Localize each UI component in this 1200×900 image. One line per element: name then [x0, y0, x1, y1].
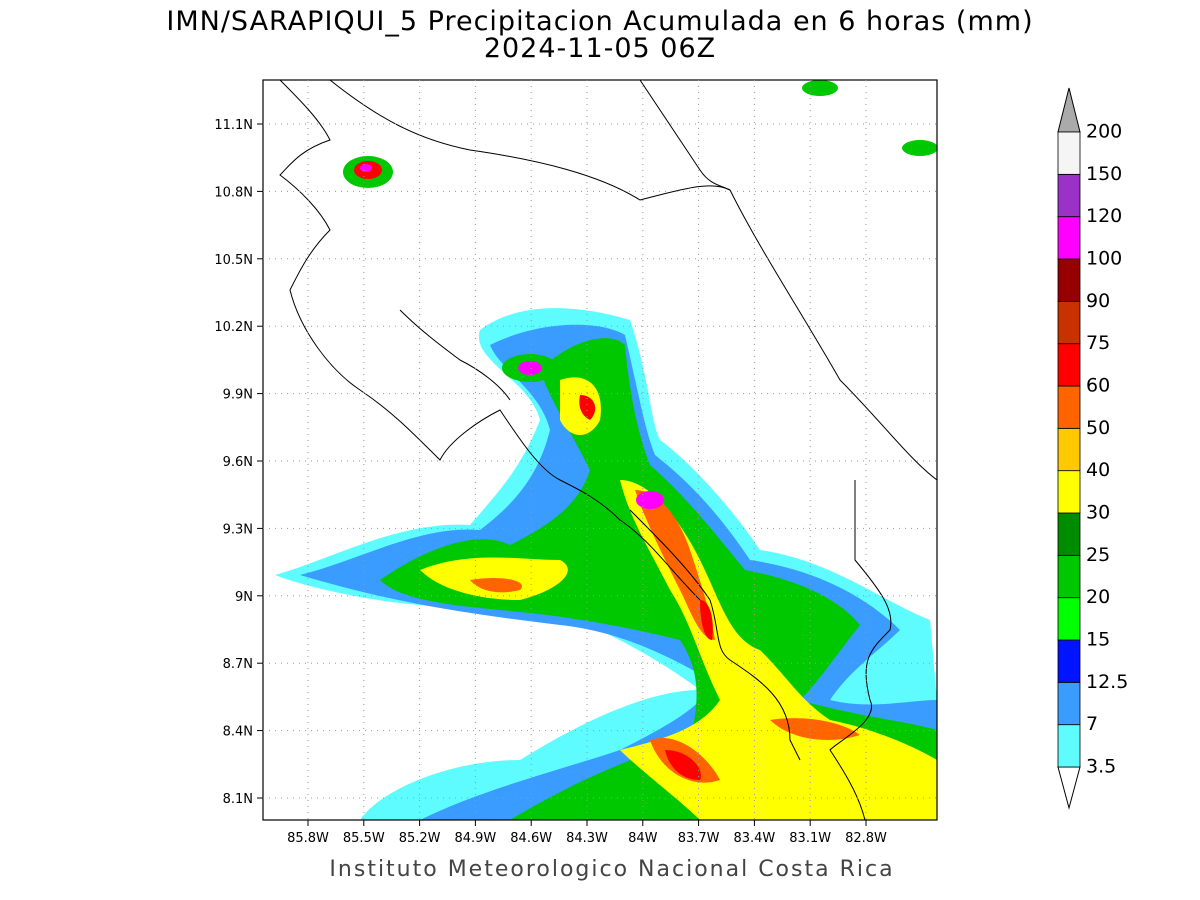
colorbar-box [1057, 512, 1081, 556]
colorbar-arrow [1057, 87, 1081, 133]
subtitle: 2024-11-05 06Z [484, 33, 716, 64]
colorbar-box [1057, 343, 1081, 387]
precip-area [518, 361, 542, 375]
lon-tick-label: 84.3W [566, 831, 608, 846]
precip-area [636, 491, 664, 509]
footer: Instituto Meteorologico Nacional Costa R… [329, 857, 894, 882]
coastline [399, 309, 511, 401]
lat-tick-label: 9N [235, 590, 253, 605]
colorbar-box [1057, 724, 1081, 768]
lon-tick-label: 84.9W [454, 831, 496, 846]
colorbar-label: 15 [1086, 629, 1110, 651]
colorbar-label: 40 [1086, 459, 1110, 481]
border [629, 480, 892, 820]
colorbar-label: 30 [1086, 502, 1110, 524]
coastline [329, 80, 937, 481]
lat-tick-label: 8.4N [223, 725, 253, 740]
coastline [639, 80, 731, 191]
colorbar-label: 7 [1086, 713, 1098, 735]
colorbar-label: 50 [1086, 417, 1110, 439]
lon-tick-label: 85.8W [287, 831, 329, 846]
colorbar-label: 120 [1086, 205, 1122, 227]
map-frame [262, 79, 938, 821]
colorbar-label: 12.5 [1086, 671, 1128, 693]
colorbar-box [1057, 173, 1081, 218]
colorbar-box [1057, 216, 1081, 260]
lon-tick-label: 85.5W [343, 831, 385, 846]
colorbar-box [1057, 639, 1081, 683]
precip-area [802, 80, 838, 96]
colorbar-label: 25 [1086, 544, 1110, 566]
colorbar-box [1057, 427, 1081, 472]
colorbar-arrow [1057, 766, 1081, 810]
precip-area [470, 490, 860, 783]
lat-tick-label: 9.9N [223, 388, 253, 403]
precip-area [420, 377, 937, 820]
colorbar-box [1057, 470, 1081, 514]
precip-area [360, 164, 372, 172]
lat-tick-label: 10.8N [214, 185, 253, 200]
colorbar-box [1057, 554, 1081, 599]
lat-tick-label: 8.7N [223, 657, 253, 672]
colorbar-label: 60 [1086, 375, 1110, 397]
colorbar-box [1057, 597, 1081, 641]
lat-tick-label: 10.5N [214, 253, 253, 268]
precip-area [902, 140, 937, 156]
colorbar-box [1057, 131, 1081, 175]
colorbar-box [1057, 258, 1081, 302]
colorbar-box [1057, 385, 1081, 429]
lat-tick-label: 9.3N [223, 522, 253, 537]
colorbar-label: 20 [1086, 586, 1110, 608]
precip-field [275, 80, 937, 820]
lat-tick-label: 8.1N [223, 792, 253, 807]
lat-tick-label: 11.1N [214, 118, 253, 133]
title: IMN/SARAPIQUI_5 Precipitacion Acumulada … [166, 6, 1033, 37]
colorbar-label: 150 [1086, 163, 1122, 185]
lon-tick-label: 83.7W [678, 831, 720, 846]
lat-tick-label: 9.6N [223, 455, 253, 470]
colorbar-box [1057, 300, 1081, 345]
lon-tick-label: 84W [628, 831, 658, 846]
lat-tick-label: 10.2N [214, 320, 253, 335]
colorbar-label: 100 [1086, 248, 1122, 270]
colorbar-label: 90 [1086, 290, 1110, 312]
lon-tick-label: 84.6W [510, 831, 552, 846]
lon-tick-label: 83.4W [733, 831, 775, 846]
colorbar-label: 3.5 [1086, 756, 1116, 778]
lon-tick-label: 85.2W [399, 831, 441, 846]
lon-tick-label: 82.8W [845, 831, 887, 846]
lon-tick-label: 83.1W [789, 831, 831, 846]
colorbar-label: 75 [1086, 332, 1110, 354]
colorbar-label: 200 [1086, 121, 1122, 143]
colorbar-box [1057, 681, 1081, 726]
